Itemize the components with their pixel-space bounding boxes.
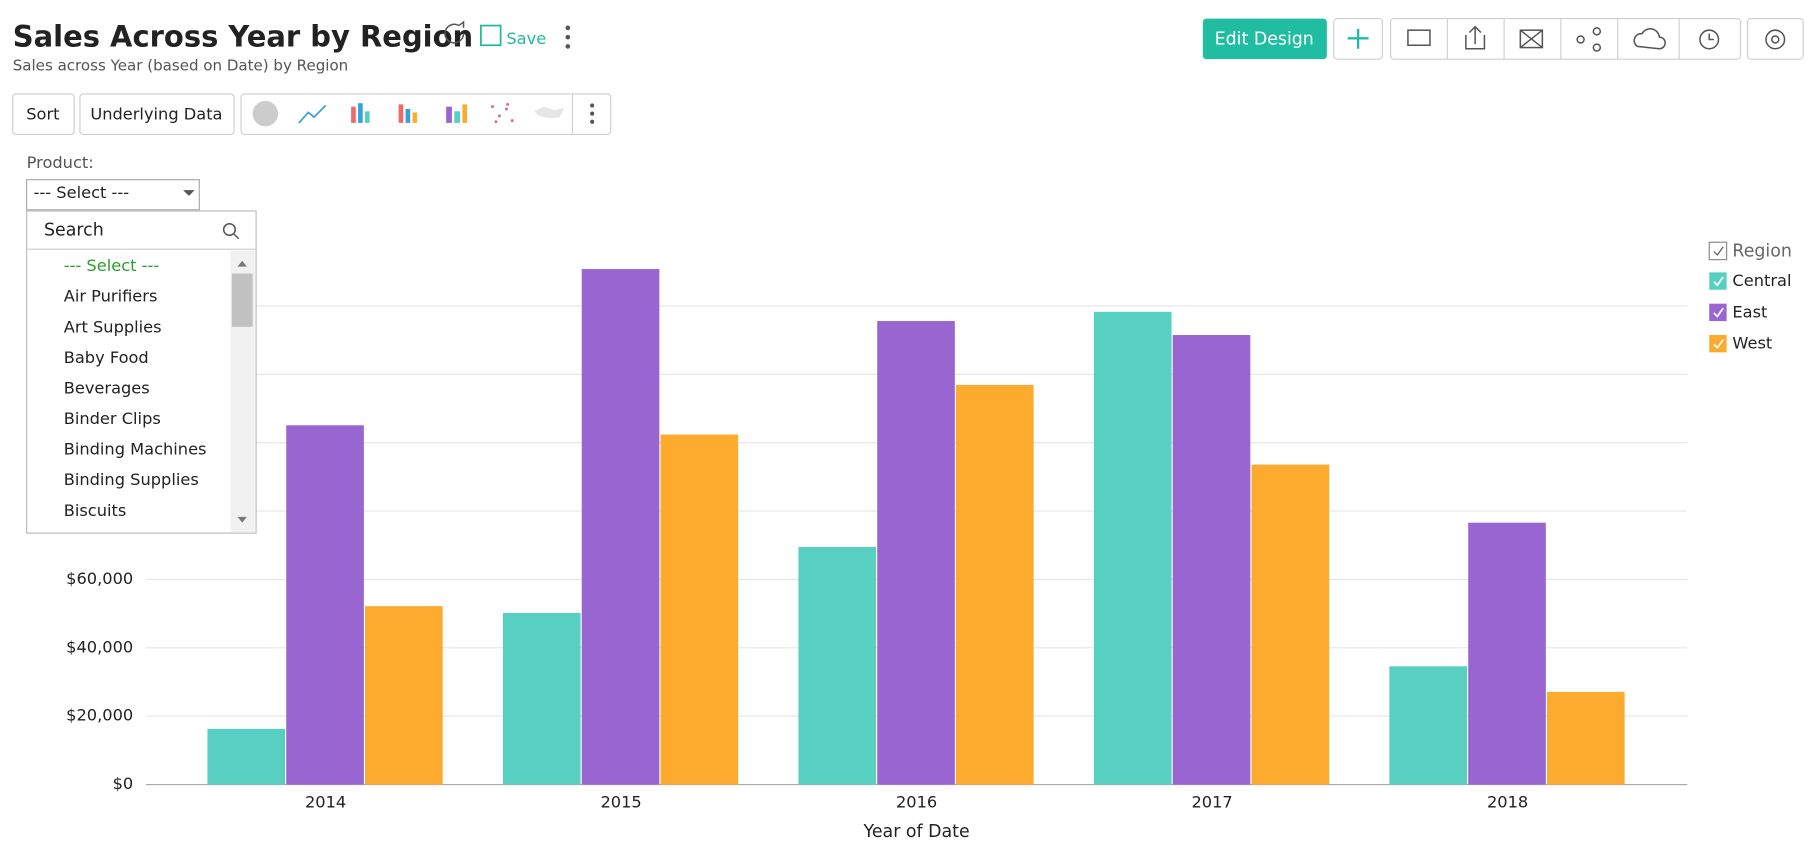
bar[interactable] bbox=[1172, 335, 1251, 785]
bar[interactable] bbox=[286, 425, 364, 785]
legend-check bbox=[1713, 339, 1724, 350]
sort-label[interactable]: Sort bbox=[26, 104, 59, 123]
bar[interactable] bbox=[877, 321, 955, 785]
bar[interactable] bbox=[581, 269, 660, 785]
dropdown-item[interactable]: Biscuits bbox=[64, 501, 127, 520]
legend-check bbox=[1713, 307, 1724, 318]
dropdown-item[interactable]: Binder Clips bbox=[64, 409, 161, 428]
scroll-thumb[interactable] bbox=[231, 273, 253, 327]
bar[interactable] bbox=[207, 728, 286, 785]
bar[interactable] bbox=[956, 384, 1034, 785]
edit-design-label[interactable]: Edit Design bbox=[1215, 29, 1314, 49]
legend-label[interactable]: East bbox=[1732, 302, 1767, 321]
legend-title-checkbox[interactable] bbox=[1708, 241, 1728, 261]
legend-label[interactable]: West bbox=[1732, 334, 1772, 353]
x-tick-label: 2016 bbox=[896, 793, 937, 812]
legend-swatch[interactable] bbox=[1709, 303, 1727, 322]
legend-swatch[interactable] bbox=[1709, 334, 1727, 353]
legend-title: Region bbox=[1732, 242, 1791, 262]
save-button[interactable]: Save bbox=[480, 24, 546, 48]
y-tick-label: $40,000 bbox=[66, 637, 133, 656]
legend-check bbox=[1713, 276, 1724, 287]
filter-select[interactable] bbox=[26, 179, 200, 211]
filter-selected[interactable]: --- Select --- bbox=[34, 183, 130, 202]
y-tick-label: $0 bbox=[113, 774, 134, 793]
dropdown-item[interactable]: --- Select --- bbox=[64, 256, 160, 275]
dropdown-panel bbox=[26, 210, 257, 534]
chart-type-bar[interactable] bbox=[240, 93, 612, 136]
filter-label: Product: bbox=[27, 153, 94, 172]
y-tick-label: $20,000 bbox=[66, 706, 133, 725]
underlying-data-label[interactable]: Underlying Data bbox=[90, 104, 222, 123]
search-input[interactable]: Search bbox=[44, 221, 104, 241]
dropdown-item[interactable]: Baby Food bbox=[64, 348, 149, 367]
refresh-icon[interactable] bbox=[444, 20, 465, 44]
bar[interactable] bbox=[1389, 666, 1468, 785]
bar[interactable] bbox=[798, 546, 877, 785]
product-filter[interactable]: Product: --- Select --- Search --- Selec… bbox=[26, 153, 257, 534]
x-tick-label: 2014 bbox=[305, 793, 346, 812]
header-icons[interactable] bbox=[1333, 18, 1804, 60]
edit-design-button[interactable] bbox=[1202, 18, 1327, 60]
dropdown-item[interactable]: Binding Supplies bbox=[64, 470, 199, 489]
legend-label[interactable]: Central bbox=[1732, 271, 1791, 290]
y-tick-label: $60,000 bbox=[66, 569, 133, 588]
bar[interactable] bbox=[1468, 522, 1546, 785]
bar[interactable] bbox=[660, 434, 739, 785]
bar[interactable] bbox=[1093, 311, 1172, 785]
bar[interactable] bbox=[1546, 691, 1625, 785]
bar[interactable] bbox=[502, 612, 581, 785]
dropdown-item[interactable]: Art Supplies bbox=[64, 317, 162, 336]
x-tick-label: 2015 bbox=[600, 793, 641, 812]
x-axis-label: Year of Date bbox=[863, 822, 970, 842]
sort-button[interactable] bbox=[12, 93, 75, 136]
dropdown-item[interactable]: Binding Machines bbox=[64, 440, 207, 459]
dropdown-item[interactable]: Beverages bbox=[64, 378, 150, 397]
subtitle: Sales across Year (based on Date) by Reg… bbox=[13, 57, 348, 75]
bar[interactable] bbox=[1251, 464, 1330, 785]
legend-title-check bbox=[1713, 246, 1724, 256]
legend-swatch[interactable] bbox=[1709, 272, 1727, 290]
x-tick-label: 2018 bbox=[1487, 793, 1528, 812]
x-tick-label: 2017 bbox=[1191, 793, 1232, 812]
underlying-data-button[interactable] bbox=[79, 93, 235, 136]
dropdown-item[interactable]: Air Purifiers bbox=[64, 287, 158, 306]
chart: $0$20,000$40,000$60,000$80,000$100,000$1… bbox=[25, 242, 1792, 843]
more-icon[interactable] bbox=[565, 25, 571, 49]
title: Sales Across Year by Region bbox=[13, 19, 473, 53]
bar[interactable] bbox=[365, 606, 443, 785]
save-label[interactable]: Save bbox=[506, 29, 546, 48]
